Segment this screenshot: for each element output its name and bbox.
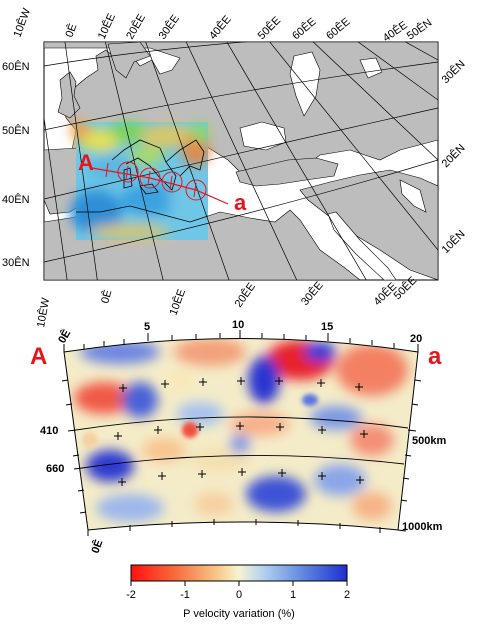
section-start-label: A	[30, 343, 47, 370]
colorbar: -2 -1 0 1 2 P velocity variation (%)	[126, 564, 350, 620]
top-lon-label: 40ÊE	[206, 13, 233, 42]
land-anatolia	[235, 157, 339, 187]
section-end-label: a	[428, 343, 442, 370]
section-top-label: 15	[321, 321, 333, 333]
map-panel: A a 10ÊW 0Ê 10ÊE 20ÊE 30ÊE 40ÊE 50ÊE 60Ê…	[2, 6, 468, 329]
colorbar-tick-label: 2	[344, 589, 350, 601]
left-lat-label: 40ÊN	[2, 193, 30, 206]
cross-section-panel: A a 0Ê 5 10 15 20 0Ê 410 660 500km 1000k…	[30, 319, 446, 555]
section-top-label: 10	[232, 319, 244, 331]
map-top-lon-labels: 10ÊW 0Ê 10ÊE 20ÊE 30ÊE 40ÊE 50ÊE 60ÊE 60…	[11, 6, 435, 45]
caspian-sea	[289, 51, 321, 117]
right-lat-label: 20ÊN	[439, 141, 468, 170]
discontinuity-660	[81, 454, 405, 469]
map-profile-end-label: a	[234, 190, 247, 215]
bottom-lon-label: 20ÊE	[232, 280, 258, 310]
section-top-label: 20	[410, 333, 422, 345]
map-content	[44, 42, 438, 280]
tomography-inset	[70, 120, 210, 240]
land-arabia	[299, 169, 438, 280]
bottom-lon-label: 30ÊE	[298, 279, 325, 308]
left-lat-label: 60ÊN	[2, 60, 30, 73]
top-lon-label: 10ÊW	[11, 6, 34, 39]
section-top-label: 5	[144, 321, 150, 333]
colorbar-tick-label: -1	[180, 589, 190, 601]
land-scandinavia	[107, 42, 151, 79]
graticule	[44, 42, 438, 280]
colorbar-tick-label: -2	[126, 589, 136, 601]
top-lon-label: 0Ê	[63, 22, 80, 39]
depth-label-410: 410	[40, 425, 58, 437]
map-profile-start-label: A	[78, 150, 94, 175]
map-right-lat-labels: 30ÊN 20ÊN 10ÊN	[439, 57, 468, 256]
section-top-ticks	[63, 330, 419, 352]
top-lon-label: 50ÊE	[255, 14, 283, 42]
discontinuity-410	[75, 416, 409, 431]
top-lon-label: 60ÊE	[290, 15, 319, 42]
map-left-lat-labels: 60ÊN 50ÊN 40ÊN 30ÊN	[2, 60, 30, 269]
colorbar-ticks	[130, 581, 348, 586]
colorbar-tick-label: 1	[290, 589, 296, 601]
left-lat-label: 30ÊN	[2, 256, 30, 269]
top-lon-label: 50ÊN	[404, 16, 434, 42]
right-lat-label: 30ÊN	[439, 57, 468, 86]
black-sea	[239, 121, 287, 151]
section-outline	[63, 338, 419, 531]
depth-label-1000km: 1000km	[402, 521, 443, 533]
depth-label-500km: 500km	[412, 435, 446, 447]
map-bottom-lon-labels: 10ÊW 0Ê 10ÊE 20ÊE 30ÊE 40ÊE 50ÊE	[34, 274, 419, 329]
top-lon-label: 20ÊE	[123, 12, 148, 42]
land-britain	[57, 71, 81, 119]
colorbar-tick-label: 0	[236, 589, 242, 601]
right-lat-label: 10ÊN	[439, 227, 468, 256]
section-grid-crosses	[114, 377, 368, 486]
profile-line	[91, 161, 229, 205]
bottom-lon-label: 10ÊW	[34, 296, 52, 328]
cross-section-image	[64, 338, 418, 530]
colorbar-title: P velocity variation (%)	[183, 608, 295, 620]
section-side-ticks	[61, 379, 422, 532]
bottom-lon-label: 10ÊE	[167, 287, 188, 317]
section-bottom-ticks	[87, 519, 381, 536]
persian-gulf	[399, 179, 427, 213]
section-bottom-label: 0Ê	[89, 538, 106, 555]
bottom-lon-label: 0Ê	[98, 288, 114, 304]
top-lon-label: 10ÊE	[95, 11, 118, 41]
section-top-label: 0Ê	[55, 327, 73, 345]
top-lon-label: 60ÊE	[324, 15, 353, 42]
colorbar-gradient	[130, 564, 348, 582]
left-lat-label: 50ÊN	[2, 124, 30, 137]
top-lon-label: 30ÊE	[156, 12, 182, 42]
depth-label-660: 660	[46, 463, 64, 475]
